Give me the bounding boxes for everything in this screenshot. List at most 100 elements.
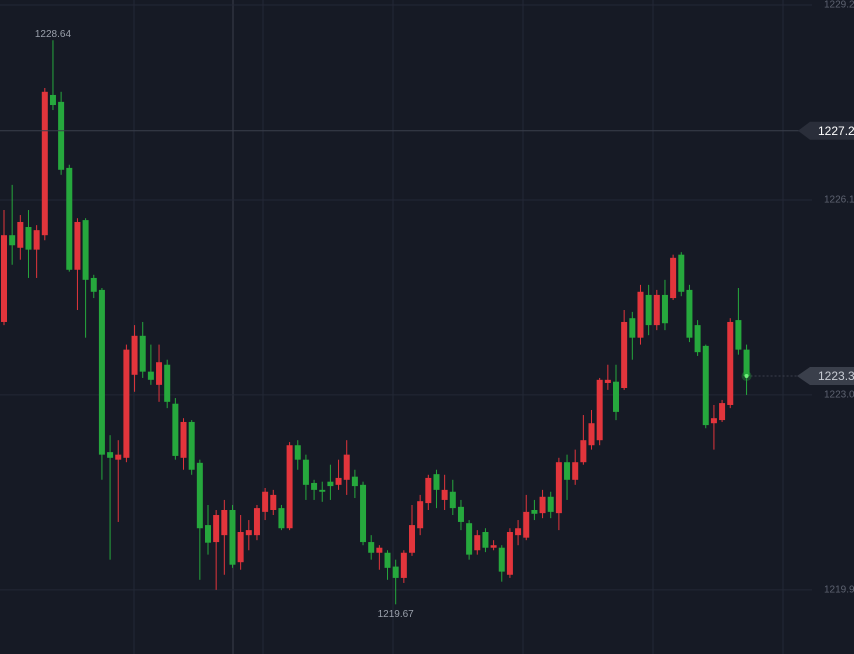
- candle-body: [229, 509, 236, 565]
- candle-body: [727, 321, 734, 405]
- high-label: 1228.64: [35, 29, 72, 40]
- candle-body: [237, 532, 244, 563]
- candle-body: [107, 452, 114, 458]
- candle-body: [343, 454, 350, 480]
- candle-body: [392, 566, 399, 578]
- candle-body: [360, 484, 367, 543]
- candle-body: [719, 403, 726, 421]
- candle-body: [384, 552, 391, 568]
- candle-body: [506, 532, 513, 575]
- candle-body: [555, 462, 562, 514]
- candle-body: [686, 289, 693, 338]
- candle-body: [319, 489, 326, 492]
- candle-body: [311, 482, 318, 490]
- candle-body: [596, 379, 603, 441]
- candle-body: [661, 294, 668, 324]
- y-tick-label: 1229.2: [824, 0, 854, 11]
- candle-body: [82, 220, 89, 280]
- candle-body: [294, 445, 301, 460]
- candle-body: [172, 403, 179, 456]
- y-tick-label: 1223.0: [824, 390, 854, 401]
- candle-body: [457, 506, 464, 522]
- candle-body: [539, 496, 546, 514]
- candle-body: [196, 462, 203, 529]
- candle-body: [9, 235, 16, 246]
- candle-body: [572, 462, 579, 480]
- candle-body: [400, 552, 407, 578]
- candle-body: [515, 528, 522, 536]
- candle-body: [466, 523, 473, 555]
- last-price-dot: [744, 374, 749, 379]
- candle-body: [286, 445, 293, 529]
- y-tick-label: 1219.9: [824, 584, 854, 595]
- candle-body: [1, 235, 7, 322]
- candle-body: [645, 294, 652, 326]
- candle-body: [441, 489, 448, 500]
- candle-body: [482, 532, 489, 548]
- candle-body: [694, 325, 701, 353]
- candle-body: [156, 362, 163, 385]
- candle-body: [417, 501, 424, 529]
- candle-body: [302, 459, 309, 485]
- candle-body: [678, 254, 685, 292]
- candle-body: [221, 509, 228, 536]
- candle-body: [368, 542, 375, 553]
- candle-body: [523, 511, 530, 538]
- candle-body: [17, 221, 24, 248]
- last-price: 1223.3: [818, 369, 854, 383]
- candle-body: [245, 530, 252, 536]
- candle-body: [41, 91, 48, 236]
- candle-body: [498, 547, 505, 572]
- candle-body: [604, 379, 611, 383]
- candle-body: [351, 476, 358, 487]
- candle-body: [490, 545, 497, 548]
- candle-body: [735, 320, 742, 350]
- candle-body: [588, 423, 595, 446]
- candle-body: [433, 474, 440, 490]
- candle-body: [710, 418, 717, 424]
- crosshair-price-tag: [798, 121, 854, 140]
- candle-body: [115, 454, 122, 460]
- candle-body: [702, 345, 709, 426]
- candle-body: [205, 525, 211, 543]
- candle-body: [547, 496, 554, 512]
- candle-body: [531, 509, 538, 514]
- candle-body: [66, 167, 73, 270]
- last-price-tag: [797, 367, 854, 386]
- low-label: 1219.67: [378, 609, 415, 620]
- candle-body: [49, 94, 56, 106]
- candle-body: [653, 294, 660, 326]
- candle-body: [98, 289, 105, 455]
- candle-body: [262, 491, 269, 512]
- candle-body: [743, 349, 750, 377]
- candle-body: [376, 547, 383, 553]
- candle-body: [180, 421, 187, 458]
- candle-body: [327, 481, 334, 487]
- candle-body: [90, 277, 97, 292]
- candle-body: [188, 421, 195, 470]
- candle-body: [139, 335, 146, 372]
- candle-body: [147, 371, 154, 380]
- candle-body: [409, 525, 415, 553]
- candle-body: [25, 227, 32, 250]
- candle-body: [253, 508, 260, 536]
- candle-body: [123, 349, 130, 458]
- candle-body: [74, 221, 81, 270]
- candle-body: [33, 230, 40, 250]
- candle-body: [564, 462, 571, 480]
- candle-body: [637, 291, 644, 338]
- candle-body: [164, 364, 171, 402]
- candle-body: [131, 335, 138, 375]
- candle-body: [670, 257, 677, 299]
- candle-body: [270, 494, 277, 510]
- candle-body: [58, 101, 65, 170]
- y-tick-label: 1226.1: [824, 195, 854, 206]
- candle-body: [449, 491, 456, 509]
- candle-body: [580, 440, 587, 463]
- candle-body: [629, 318, 636, 338]
- candle-body: [474, 535, 481, 551]
- vertical-grid: [133, 0, 784, 654]
